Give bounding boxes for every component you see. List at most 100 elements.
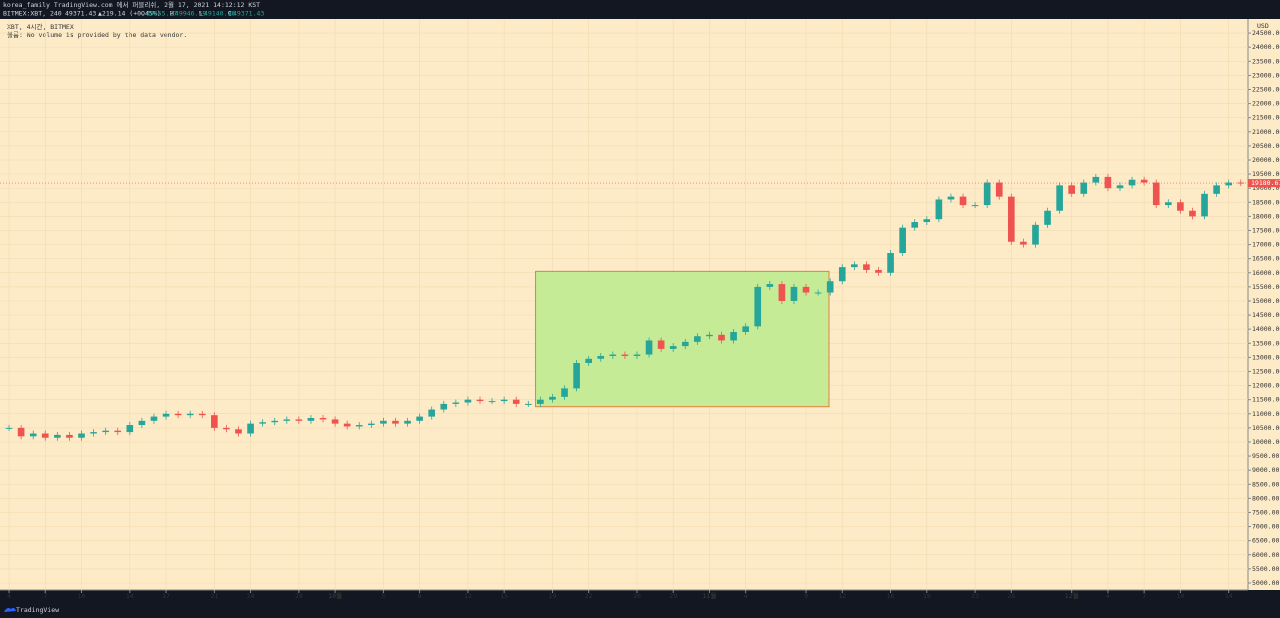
candle-body: [54, 434, 61, 438]
y-tick-label: 18000.00: [1252, 212, 1280, 220]
candle-body: [802, 286, 810, 293]
open-label: O: [141, 10, 145, 18]
x-tick-label: 19: [923, 592, 931, 600]
candle-body: [633, 354, 641, 356]
candle-body: [174, 413, 182, 416]
x-tick-label: 22: [585, 592, 593, 600]
candle-body: [17, 427, 25, 437]
candle-body: [1164, 202, 1172, 206]
candle-body: [585, 358, 592, 364]
x-tick-label: 4: [7, 592, 11, 600]
y-tick-label: 24500.00: [1252, 29, 1280, 37]
low-value: 49140.96: [204, 10, 235, 18]
candle-body: [1177, 202, 1184, 211]
candle-body: [669, 346, 677, 349]
candle-body: [283, 419, 291, 421]
y-tick-label: 15000.00: [1252, 297, 1280, 305]
x-tick-label: 10: [1176, 592, 1184, 600]
candle-body: [935, 199, 943, 220]
x-tick-label: 14: [126, 592, 134, 600]
candle-body: [754, 286, 762, 327]
candle-body: [5, 427, 13, 429]
x-tick-label: 10: [78, 592, 86, 600]
x-tick-label: 12: [464, 592, 472, 600]
y-tick-label: 20000.00: [1252, 156, 1280, 164]
y-tick-label: 13000.00: [1252, 353, 1280, 361]
candle-body: [1140, 179, 1148, 183]
candle-body: [875, 269, 882, 273]
y-tick-label: 6000.00: [1252, 551, 1279, 559]
y-tick-label: 6500.00: [1252, 537, 1279, 545]
x-tick-label: 8: [418, 592, 422, 600]
candle-body: [162, 413, 170, 417]
candle-body: [766, 284, 774, 287]
y-tick-label: 12500.00: [1252, 367, 1280, 375]
y-tick-label: 19000.00: [1252, 184, 1280, 192]
x-tick-label: 15: [500, 592, 508, 600]
candle-body: [1068, 185, 1076, 194]
y-tick-label: 12000.00: [1252, 382, 1280, 390]
candle-body: [428, 409, 436, 417]
candle-body: [198, 413, 206, 416]
candle-body: [681, 341, 689, 347]
candle-body: [41, 433, 49, 438]
x-tick-label: 5: [381, 592, 385, 600]
candle-body: [706, 334, 713, 337]
last-price: 49371.43: [65, 10, 96, 18]
y-tick-label: 5000.00: [1252, 579, 1279, 587]
candle-body: [1128, 179, 1136, 186]
candle-body: [29, 433, 37, 437]
y-tick-label: 8500.00: [1252, 480, 1279, 488]
candle-body: [597, 355, 605, 359]
candle-body: [995, 182, 1003, 197]
y-tick-label: 16500.00: [1252, 255, 1280, 263]
candle-body: [1056, 185, 1063, 211]
candle-body: [464, 399, 472, 403]
candle-body: [1152, 182, 1160, 206]
candle-body: [621, 354, 629, 356]
candle-body: [863, 264, 870, 270]
candle-body: [452, 402, 460, 404]
x-tick-label: 26: [633, 592, 641, 600]
y-tick-label: 7000.00: [1252, 523, 1279, 531]
x-tick-label: 7: [43, 592, 47, 600]
y-tick-label: 15500.00: [1252, 283, 1280, 291]
change: ▲219.14 (+0.45%): [98, 10, 161, 18]
candle-body: [247, 423, 254, 434]
y-tick-label: 18500.00: [1252, 198, 1280, 206]
candle-body: [440, 403, 448, 410]
candle-body: [392, 420, 399, 424]
close-value: 49371.43: [233, 10, 264, 18]
candle-body: [1020, 241, 1027, 245]
candle-body: [1189, 210, 1196, 217]
last-price-tag: [1248, 179, 1280, 188]
candle-body: [235, 429, 242, 434]
low-label: L: [199, 10, 203, 18]
candle-body: [368, 423, 375, 426]
high-label: H: [170, 10, 174, 18]
x-tick-label: 12: [838, 592, 846, 600]
y-tick-label: 17500.00: [1252, 226, 1280, 234]
x-tick-label: 12월: [1065, 591, 1079, 600]
y-tick-label: 22500.00: [1252, 85, 1280, 93]
candle-body: [500, 399, 508, 402]
y-tick-label: 17000.00: [1252, 241, 1280, 249]
last-price-label: 19180.67: [1251, 179, 1280, 187]
candle-body: [971, 205, 979, 207]
candle-body: [259, 422, 266, 424]
candle-body: [78, 433, 85, 438]
y-tick-label: 20500.00: [1252, 142, 1280, 150]
candle-body: [223, 427, 230, 430]
candle-body: [851, 264, 858, 268]
y-tick-label: 19500.00: [1252, 170, 1280, 178]
x-tick-label: 4: [744, 592, 748, 600]
candle-body: [1080, 182, 1088, 194]
y-tick-label: 9500.00: [1252, 452, 1279, 460]
candle-body: [899, 227, 906, 254]
candle-body: [90, 432, 97, 434]
y-tick-label: 16000.00: [1252, 269, 1280, 277]
candle-body: [1237, 182, 1245, 184]
candle-body: [331, 419, 339, 424]
x-tick-label: 10월: [328, 591, 342, 600]
